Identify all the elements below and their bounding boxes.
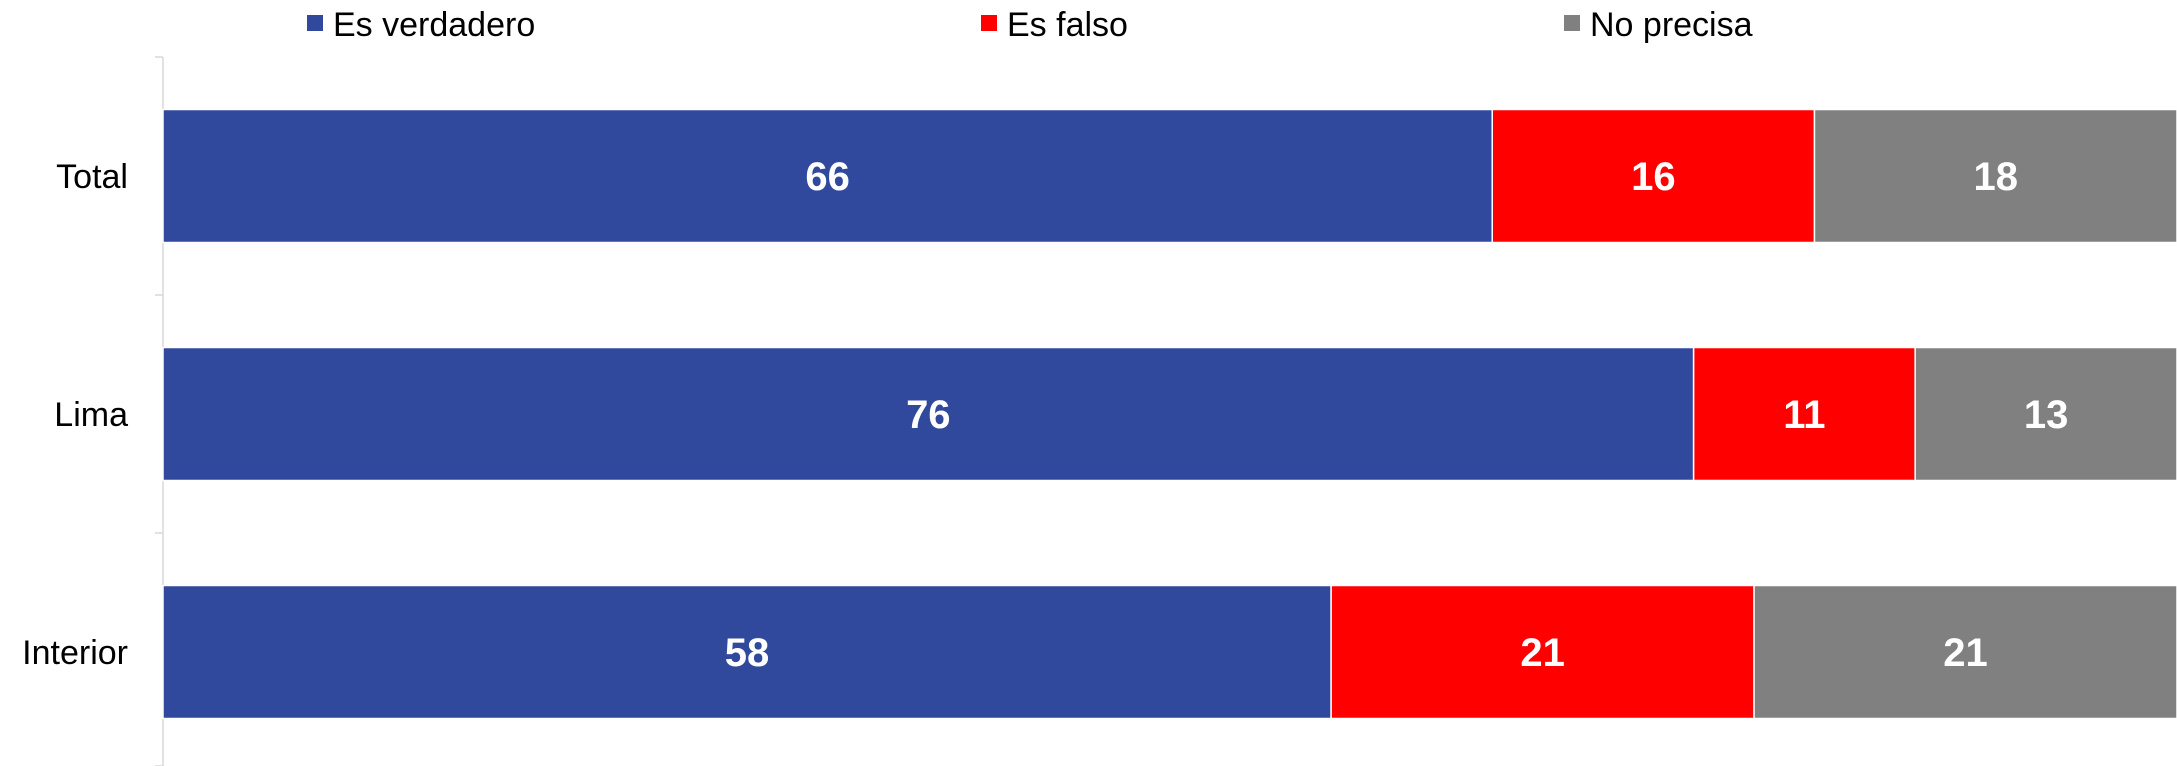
- data-label-interior-es-verdadero: 58: [725, 631, 770, 675]
- bar-total-no-precisa: [1813, 108, 2177, 244]
- data-label-total-es-falso: 16: [1631, 155, 1676, 199]
- data-label-total-es-verdadero: 66: [805, 155, 850, 199]
- bar-lima-no-precisa: [1914, 346, 2177, 482]
- data-label-interior-no-precisa: 21: [1943, 631, 1988, 675]
- data-label-lima-no-precisa: 13: [2024, 393, 2069, 437]
- category-label-lima: Lima: [54, 396, 128, 434]
- bars: 66 16 18 76 11 13 58 21 21: [162, 108, 2177, 720]
- bar-total-es-falso: [1491, 108, 1816, 244]
- legend-swatch-es-verdadero: [307, 15, 323, 31]
- bar-interior-no-precisa: [1753, 584, 2177, 720]
- legend: Es verdadero Es falso No precisa: [307, 6, 1753, 44]
- bar-total-es-verdadero: [162, 108, 1493, 244]
- bar-interior-es-verdadero: [162, 584, 1332, 720]
- bar-lima-es-falso: [1692, 346, 1916, 482]
- data-label-total-no-precisa: 18: [1973, 155, 2018, 199]
- legend-label-es-verdadero: Es verdadero: [333, 6, 535, 44]
- data-label-lima-es-verdadero: 76: [906, 393, 951, 437]
- data-label-lima-es-falso: 11: [1783, 393, 1825, 437]
- category-label-total: Total: [56, 158, 128, 196]
- legend-label-no-precisa: No precisa: [1590, 6, 1753, 44]
- data-label-interior-es-falso: 21: [1520, 631, 1565, 675]
- legend-swatch-es-falso: [981, 15, 997, 31]
- legend-label-es-falso: Es falso: [1007, 6, 1128, 44]
- category-labels: Total Lima Interior: [22, 158, 128, 672]
- bar-interior-es-falso: [1330, 584, 1755, 720]
- bar-lima-es-verdadero: [162, 346, 1695, 482]
- category-axis-ticks: [155, 56, 163, 766]
- category-label-interior: Interior: [22, 634, 128, 672]
- legend-swatch-no-precisa: [1564, 15, 1580, 31]
